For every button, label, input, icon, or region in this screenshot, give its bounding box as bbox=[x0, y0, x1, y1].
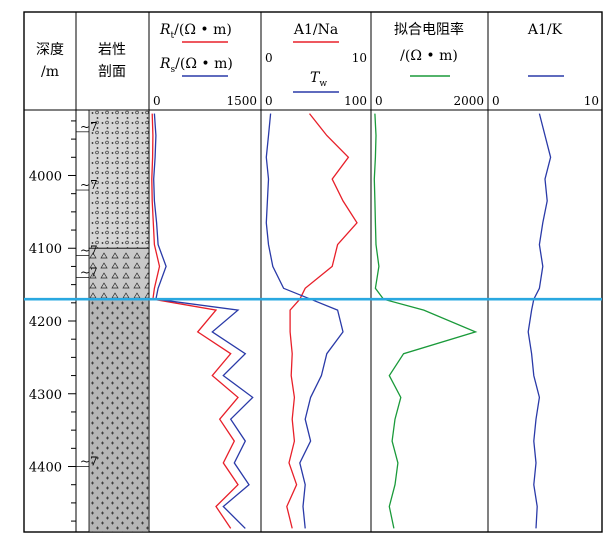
lithology-column: ~7 ~7 ~7 ~7 ~7 bbox=[76, 109, 150, 533]
rs-curve bbox=[153, 113, 254, 529]
tw-curve bbox=[265, 113, 344, 529]
svg-text:A1/K: A1/K bbox=[527, 22, 563, 38]
svg-text:Rt/(Ω • m): Rt/(Ω • m) bbox=[159, 22, 232, 41]
alna-scale-min: 0 bbox=[265, 51, 273, 65]
log-curves bbox=[151, 113, 552, 529]
svg-text:Rs/(Ω • m): Rs/(Ω • m) bbox=[159, 56, 233, 75]
lithology-title: 岩性 bbox=[98, 42, 126, 58]
tw-scale-max: 100 bbox=[344, 94, 367, 108]
alna-scale-max: 10 bbox=[352, 51, 367, 65]
alk-scale-min: 0 bbox=[492, 94, 500, 108]
depth-tick-label: 4000 bbox=[29, 169, 62, 184]
fitted-scale-max: 2000 bbox=[453, 94, 484, 108]
lithology-marker: ~7 bbox=[80, 120, 98, 134]
lithology-marker: ~7 bbox=[80, 178, 98, 192]
fitted-scale-min: 0 bbox=[375, 94, 383, 108]
lithology-subtitle: 剖面 bbox=[98, 64, 126, 80]
lithology-marker: ~7 bbox=[80, 244, 98, 258]
depth-tick-label: 4100 bbox=[29, 242, 62, 257]
chart-frame bbox=[23, 11, 603, 533]
lithology-interval bbox=[88, 109, 150, 249]
lithology-marker: ~7 bbox=[80, 455, 98, 469]
tw-scale-min: 0 bbox=[265, 94, 273, 108]
lithology-marker: ~7 bbox=[80, 265, 98, 279]
alna-curve bbox=[286, 113, 358, 529]
lithology-interval bbox=[88, 247, 150, 300]
track-resistivity-header: Rt/(Ω • m) Rs/(Ω • m) 0 1500 bbox=[153, 22, 257, 108]
svg-text:A1/Na: A1/Na bbox=[293, 22, 338, 38]
svg-text:拟合电阻率: 拟合电阻率 bbox=[394, 21, 464, 38]
rt-scale-min: 0 bbox=[153, 94, 161, 108]
alk-scale-max: 10 bbox=[584, 94, 599, 108]
depth-tick-label: 4200 bbox=[29, 315, 62, 330]
alk-curve bbox=[527, 113, 552, 529]
lithology-interval bbox=[88, 298, 150, 533]
depth-title: 深度 bbox=[36, 42, 64, 58]
track-fitted-header: 拟合电阻率 /(Ω • m) 0 2000 bbox=[375, 21, 484, 108]
track-alna-header: A1/Na 0 10 Tw 0 100 bbox=[265, 22, 367, 108]
depth-tick-label: 4300 bbox=[29, 388, 62, 403]
track-alk-header: A1/K 0 10 bbox=[492, 22, 599, 108]
depth-tick-label: 4400 bbox=[29, 461, 62, 476]
rt-scale-max: 1500 bbox=[226, 94, 257, 108]
fitted-resistivity-curve bbox=[373, 113, 478, 529]
rt-curve bbox=[151, 113, 239, 529]
depth-axis: 4000 4100 4200 4300 4400 bbox=[29, 120, 76, 522]
svg-text:Tw: Tw bbox=[310, 70, 327, 89]
depth-unit: /m bbox=[41, 64, 59, 80]
svg-text:/(Ω • m): /(Ω • m) bbox=[400, 48, 458, 64]
